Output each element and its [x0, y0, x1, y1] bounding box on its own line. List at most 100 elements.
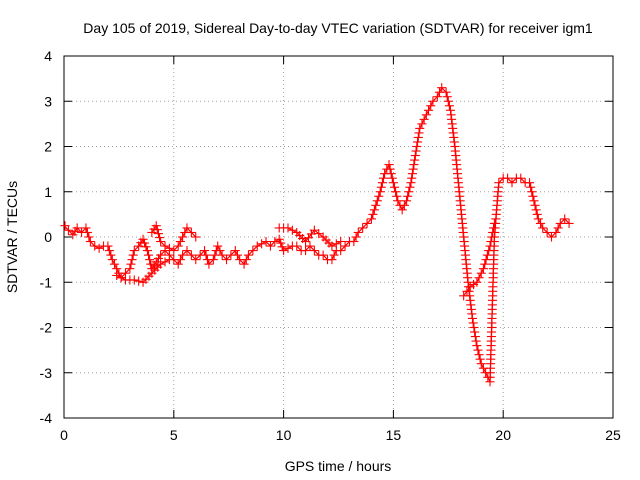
- series-0-branch-3-point-12: [485, 241, 495, 251]
- series-0-point-48: [186, 250, 196, 260]
- series-0-point-137: [413, 137, 423, 147]
- series-0-point-73: [265, 241, 275, 251]
- y-tick-label-3: 3: [44, 93, 52, 109]
- series-0-point-205: [471, 336, 481, 346]
- x-tick-label-10: 10: [276, 427, 292, 443]
- series-0-point-29: [138, 234, 148, 244]
- series-0-point-30: [139, 238, 150, 248]
- series-0-branch-1-point-6: [156, 236, 166, 247]
- series-0-point-116: [388, 178, 398, 188]
- series-0-point-124: [402, 196, 412, 206]
- series-0-point-149: [437, 83, 447, 93]
- series-0-branch-1-point-11: [175, 236, 185, 247]
- series-0-point-39: [153, 253, 163, 264]
- series-0-point-96: [351, 232, 361, 242]
- series-0-point-26: [129, 246, 139, 256]
- series-0-branch-2-point-11: [314, 229, 324, 239]
- series-0-point-32: [142, 246, 152, 256]
- series-0-point-207: [473, 345, 483, 355]
- series-0-point-131: [408, 164, 418, 174]
- series-0-point-95: [349, 236, 359, 247]
- series-0-point-77: [277, 242, 287, 252]
- series-0-point-142: [419, 114, 429, 124]
- y-tick-label-0: 0: [44, 229, 52, 245]
- series-0-point-117: [389, 182, 400, 192]
- y-tick-label--4: -4: [40, 410, 53, 426]
- y-axis-label: SDTVAR / TECUs: [4, 181, 20, 293]
- series-0-point-34: [145, 255, 155, 265]
- series-0-point-76: [276, 238, 286, 248]
- series-0-point-22: [125, 264, 135, 274]
- series-0-point-143: [421, 110, 431, 120]
- series-0-point-277: [546, 232, 557, 242]
- series-0-point-90: [329, 250, 339, 260]
- series-0-point-1: [63, 225, 73, 235]
- series-0-branch-1-point-12: [178, 232, 188, 242]
- series-0-point-24: [127, 255, 137, 265]
- series-0-point-144: [423, 105, 434, 115]
- series-0-point-139: [414, 128, 424, 138]
- series-0-point-13: [103, 241, 113, 251]
- series-0-branch-3-point-11: [484, 246, 494, 256]
- series-0-point-72: [261, 236, 271, 247]
- series-0-point-106: [375, 187, 385, 197]
- series-0-point-100: [366, 214, 376, 224]
- series-0-point-120: [393, 196, 403, 206]
- series-0-branch-3-point-1: [462, 286, 472, 296]
- series-0-point-202: [469, 322, 479, 333]
- series-0-point-115: [387, 173, 397, 183]
- series-0-point-81: [292, 241, 302, 251]
- series-0-point-276: [542, 227, 552, 238]
- y-tick-label--2: -2: [40, 320, 53, 336]
- series-0-point-105: [374, 191, 384, 201]
- series-0-point-129: [407, 173, 417, 183]
- y-tick-label-4: 4: [44, 48, 52, 64]
- series-0-point-92: [336, 246, 346, 256]
- series-0-point-46: [178, 250, 188, 260]
- series-0-branch-1-point-15: [186, 227, 196, 238]
- series-0-branch-3-point-10: [482, 250, 492, 260]
- series-0-point-31: [141, 242, 151, 252]
- series-0-point-118: [391, 187, 401, 197]
- series-0-branch-2-point-17: [336, 236, 346, 247]
- series-0-point-209: [475, 354, 485, 364]
- series-0-point-97: [353, 227, 363, 238]
- series-0-point-102: [369, 205, 379, 215]
- series-0-branch-1-point-3: [152, 225, 162, 235]
- series-0-point-114: [386, 169, 396, 179]
- series-0-point-16: [107, 255, 117, 265]
- series-0-point-93: [340, 241, 350, 251]
- series-0-branch-0-point-14: [164, 255, 174, 265]
- x-tick-label-20: 20: [495, 427, 511, 443]
- series-0-point-17: [109, 259, 120, 269]
- series-0-point-23: [126, 259, 136, 269]
- series-0-point-280: [555, 218, 565, 228]
- series-0-branch-2-point-10: [309, 225, 319, 235]
- chart-title: Day 105 of 2019, Sidereal Day-to-day VTE…: [83, 20, 593, 36]
- series-0-point-152: [443, 96, 453, 106]
- series-layer: [60, 83, 574, 387]
- series-0-point-146: [428, 96, 438, 106]
- series-0-point-275: [538, 223, 548, 233]
- tick-layer: [63, 55, 614, 419]
- y-axis-label-group: SDTVAR / TECUs: [4, 181, 20, 293]
- y-tick-label-1: 1: [44, 184, 52, 200]
- series-0-line: [63, 87, 570, 383]
- series-0-point-8: [84, 232, 94, 242]
- series-0-point-4: [72, 223, 82, 233]
- series-0-point-125: [403, 191, 413, 201]
- series-0-point-58: [213, 241, 223, 251]
- series-0-branch-1-point-14: [182, 223, 192, 233]
- series-0-branch-3-point-17: [489, 218, 499, 228]
- x-tick-label-5: 5: [170, 427, 178, 443]
- series-0-branch-1-point-16: [191, 232, 201, 242]
- series-0-point-267: [527, 187, 537, 197]
- series-0-point-109: [378, 173, 389, 183]
- series-0-point-104: [372, 196, 382, 206]
- series-0-branch-1-point-4: [153, 229, 163, 239]
- series-0-point-282: [564, 218, 574, 228]
- series-0-branch-3-point-15: [488, 227, 498, 238]
- series-0-point-33: [143, 250, 154, 260]
- series-0-point-203: [470, 327, 480, 337]
- series-0-point-153: [444, 101, 454, 111]
